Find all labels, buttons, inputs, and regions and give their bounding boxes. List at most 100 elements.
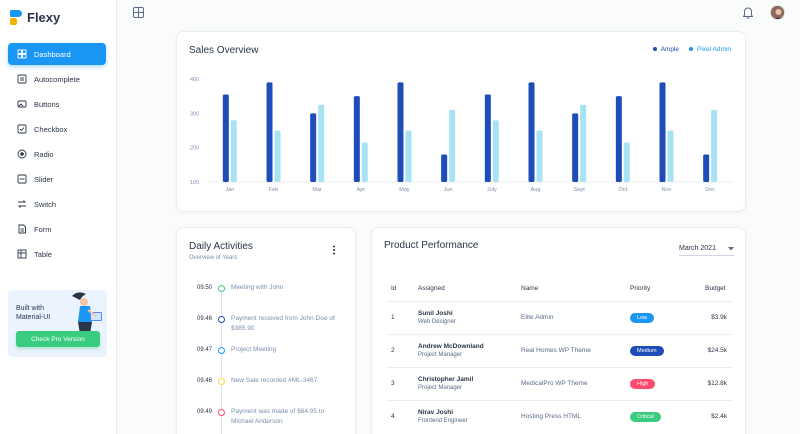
grid-view-icon[interactable] — [133, 7, 144, 18]
sidebar-item-label: Dashboard — [34, 49, 71, 59]
table-row[interactable]: 3 Christopher Jamil Project Manager Medical… — [386, 367, 732, 400]
project-name: Elite Admin — [521, 314, 554, 321]
x-tick-label: Jan — [225, 187, 234, 193]
budget-value: $12.8k — [707, 380, 727, 387]
table-row[interactable]: 1 Sunil Joshi Web Designer Elite Admin Low $3… — [386, 301, 732, 334]
table-row[interactable]: 4 Nirav Joshi Frontend Engineer Hosting Pre… — [386, 400, 732, 433]
table-row[interactable]: 2 Andrew McDownland Project Manager Real Ho… — [386, 334, 732, 367]
bar-ample[interactable] — [484, 94, 491, 182]
timeline-dot — [218, 378, 225, 385]
project-name: MedicalPro WP Theme — [521, 380, 588, 387]
checkbox-icon — [17, 124, 27, 134]
bar-ample[interactable] — [615, 96, 622, 182]
sidebar-item-checkbox[interactable]: Checkbox — [8, 118, 106, 140]
bar-pixel-admin[interactable] — [711, 109, 718, 182]
more-options-icon[interactable] — [332, 245, 336, 255]
row-id: 3 — [391, 380, 395, 387]
assignee-name: Christopher Jamil — [418, 376, 474, 383]
timeline-time: 09.46 — [196, 378, 212, 384]
bar-pixel-admin[interactable] — [230, 120, 237, 182]
bar-ample[interactable] — [310, 113, 317, 182]
sidebar-item-switch[interactable]: Switch — [8, 193, 106, 215]
x-tick-label: Sept — [574, 187, 586, 193]
sidebar-item-dashboard[interactable]: Dashboard — [8, 43, 106, 65]
bar-pixel-admin[interactable] — [274, 130, 281, 183]
daily-activities-title: Daily Activities — [189, 241, 253, 252]
buttons-icon — [17, 99, 27, 109]
month-select[interactable]: March 2021 — [679, 242, 734, 256]
legend-item-ample: Ample — [652, 46, 679, 53]
bar-ample[interactable] — [222, 94, 229, 182]
row-id: 2 — [391, 347, 395, 354]
row-id: 4 — [391, 413, 395, 420]
check-pro-button[interactable]: Check Pro Version — [16, 331, 100, 347]
timeline-dot — [218, 316, 225, 323]
logo-icon — [10, 9, 22, 25]
y-tick-label: 200 — [190, 146, 199, 152]
x-tick-label: Nov — [662, 187, 672, 193]
bar-pixel-admin[interactable] — [318, 104, 325, 182]
bar-ample[interactable] — [353, 96, 360, 182]
notification-bell-icon[interactable] — [743, 7, 753, 19]
autocomplete-icon — [17, 74, 27, 84]
timeline-dot — [218, 409, 225, 416]
timeline-text: Meeting with John — [231, 284, 284, 291]
bar-ample[interactable] — [397, 82, 404, 182]
bar-ample[interactable] — [266, 82, 273, 182]
sidebar-item-buttons[interactable]: Buttons — [8, 93, 106, 115]
assignee-role: Web Designer — [418, 319, 456, 325]
bar-pixel-admin[interactable] — [667, 130, 674, 183]
bar-pixel-admin[interactable] — [361, 142, 368, 182]
month-select-value: March 2021 — [679, 245, 716, 252]
bar-ample[interactable] — [572, 113, 579, 182]
bar-pixel-admin[interactable] — [580, 104, 587, 182]
column-header-priority: Priority — [630, 285, 651, 292]
logo[interactable]: Flexy — [10, 9, 60, 25]
bar-ample[interactable] — [528, 82, 535, 182]
x-tick-label: Aug — [531, 187, 541, 193]
sidebar-item-radio[interactable]: Radio — [8, 143, 106, 165]
sidebar-item-table[interactable]: Table — [8, 243, 106, 265]
sidebar-item-label: Radio — [34, 149, 54, 159]
sidebar-item-label: Slider — [34, 174, 54, 184]
y-tick-label: 400 — [190, 77, 199, 83]
product-performance-card: Product Performance March 2021 Id Assign… — [371, 227, 746, 434]
project-name: Hosting Press HTML — [521, 413, 581, 420]
bar-ample[interactable] — [659, 82, 666, 182]
sidebar: Flexy Dashboard Autocomplete Buttons Checkb… — [0, 0, 117, 434]
sidebar-item-autocomplete[interactable]: Autocomplete — [8, 68, 106, 90]
assignee-role: Project Manager — [418, 352, 463, 358]
y-tick-label: 300 — [190, 111, 199, 117]
bar-pixel-admin[interactable] — [623, 142, 630, 182]
user-avatar[interactable] — [770, 5, 785, 20]
budget-value: $24.5k — [707, 347, 727, 354]
priority-badge: Critical — [630, 412, 661, 422]
x-tick-label: Feb — [269, 187, 278, 193]
promo-title: Built with Material-UI — [16, 305, 51, 321]
timeline-dot — [218, 347, 225, 354]
x-tick-label: Mar — [312, 187, 322, 193]
form-icon — [17, 224, 27, 234]
bar-pixel-admin[interactable] — [492, 120, 499, 182]
bar-pixel-admin[interactable] — [449, 109, 456, 182]
bar-pixel-admin[interactable] — [536, 130, 543, 183]
legend-item-pixel-admin: Pixel Admin — [689, 46, 731, 53]
column-header-id: Id — [391, 285, 397, 292]
assignee-name: Andrew McDownland — [418, 343, 484, 350]
bar-ample[interactable] — [441, 154, 448, 182]
chart-legend: Ample Pixel Admin — [652, 46, 731, 53]
app-name: Flexy — [27, 9, 61, 25]
column-header-name: Name — [521, 285, 539, 292]
sidebar-item-slider[interactable]: Slider — [8, 168, 106, 190]
column-header-budget: Budget — [705, 285, 726, 292]
timeline-time: 09.46 — [196, 316, 212, 322]
daily-activities-subtitle: Overview of Years — [189, 255, 238, 261]
sidebar-item-label: Form — [34, 224, 52, 234]
bar-pixel-admin[interactable] — [405, 130, 412, 183]
daily-activities-card: Daily Activities Overview of Years 09.50… — [176, 227, 356, 434]
bar-ample[interactable] — [703, 154, 710, 182]
assignee-name: Sunil Joshi — [418, 310, 453, 317]
x-tick-label: Dec — [705, 187, 715, 193]
topbar — [118, 0, 800, 27]
sidebar-item-form[interactable]: Form — [8, 218, 106, 240]
